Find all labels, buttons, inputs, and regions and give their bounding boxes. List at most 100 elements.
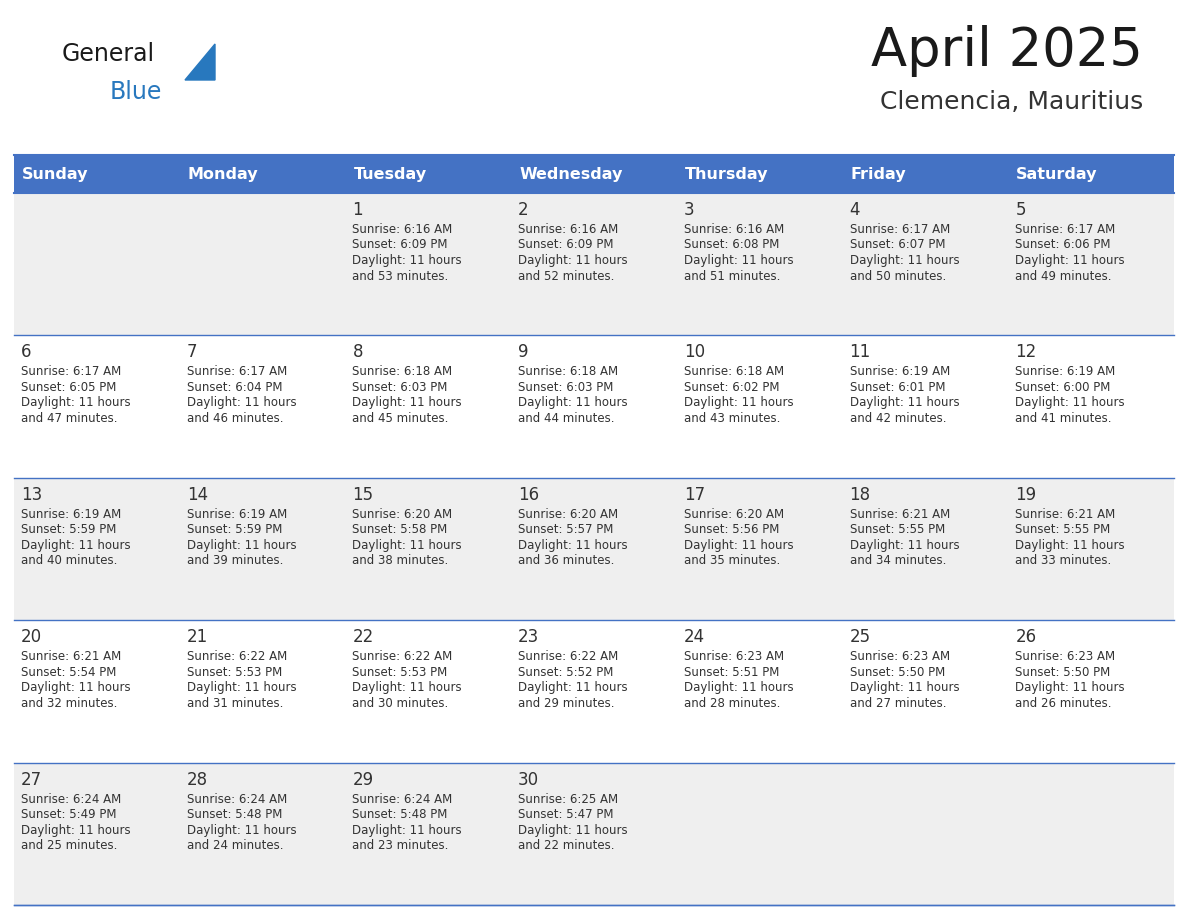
Text: Daylight: 11 hours: Daylight: 11 hours [1016, 539, 1125, 552]
Text: 19: 19 [1016, 486, 1036, 504]
Text: 7: 7 [187, 343, 197, 362]
Text: Sunset: 5:57 PM: Sunset: 5:57 PM [518, 523, 613, 536]
Text: Sunrise: 6:20 AM: Sunrise: 6:20 AM [684, 508, 784, 521]
Text: and 22 minutes.: and 22 minutes. [518, 839, 614, 852]
Text: 23: 23 [518, 628, 539, 646]
Text: Daylight: 11 hours: Daylight: 11 hours [21, 539, 131, 552]
Text: Sunset: 6:08 PM: Sunset: 6:08 PM [684, 239, 779, 252]
Text: Sunrise: 6:17 AM: Sunrise: 6:17 AM [21, 365, 121, 378]
Bar [14, 193, 1174, 335]
Text: Sunset: 6:05 PM: Sunset: 6:05 PM [21, 381, 116, 394]
Text: 14: 14 [187, 486, 208, 504]
Text: Sunset: 5:53 PM: Sunset: 5:53 PM [353, 666, 448, 678]
Text: 21: 21 [187, 628, 208, 646]
Text: and 50 minutes.: and 50 minutes. [849, 270, 946, 283]
Bar [1009, 155, 1174, 193]
Text: Blue: Blue [110, 80, 163, 104]
Text: Sunrise: 6:20 AM: Sunrise: 6:20 AM [518, 508, 618, 521]
Text: 16: 16 [518, 486, 539, 504]
Text: Daylight: 11 hours: Daylight: 11 hours [21, 681, 131, 694]
Text: Sunrise: 6:23 AM: Sunrise: 6:23 AM [1016, 650, 1116, 663]
Text: Sunrise: 6:23 AM: Sunrise: 6:23 AM [684, 650, 784, 663]
Text: Sunset: 6:02 PM: Sunset: 6:02 PM [684, 381, 779, 394]
Text: 22: 22 [353, 628, 374, 646]
Text: Sunset: 5:59 PM: Sunset: 5:59 PM [187, 523, 282, 536]
Text: Daylight: 11 hours: Daylight: 11 hours [353, 539, 462, 552]
Text: and 38 minutes.: and 38 minutes. [353, 554, 449, 567]
Text: Sunrise: 6:18 AM: Sunrise: 6:18 AM [684, 365, 784, 378]
Text: Daylight: 11 hours: Daylight: 11 hours [684, 681, 794, 694]
Text: and 36 minutes.: and 36 minutes. [518, 554, 614, 567]
Text: 3: 3 [684, 201, 695, 219]
Text: Daylight: 11 hours: Daylight: 11 hours [684, 539, 794, 552]
Text: Sunset: 5:58 PM: Sunset: 5:58 PM [353, 523, 448, 536]
Text: 25: 25 [849, 628, 871, 646]
Text: Sunrise: 6:17 AM: Sunrise: 6:17 AM [849, 223, 950, 236]
Text: and 42 minutes.: and 42 minutes. [849, 412, 946, 425]
Text: 29: 29 [353, 770, 373, 789]
Text: Daylight: 11 hours: Daylight: 11 hours [518, 397, 627, 409]
Text: Sunrise: 6:19 AM: Sunrise: 6:19 AM [21, 508, 121, 521]
Text: Daylight: 11 hours: Daylight: 11 hours [518, 823, 627, 836]
Text: and 29 minutes.: and 29 minutes. [518, 697, 614, 710]
Bar [14, 763, 1174, 905]
Text: Daylight: 11 hours: Daylight: 11 hours [1016, 254, 1125, 267]
Text: 6: 6 [21, 343, 32, 362]
Text: Daylight: 11 hours: Daylight: 11 hours [849, 254, 959, 267]
Text: Clemencia, Mauritius: Clemencia, Mauritius [880, 90, 1143, 114]
Text: Tuesday: Tuesday [353, 166, 426, 182]
Text: Sunset: 6:04 PM: Sunset: 6:04 PM [187, 381, 283, 394]
Text: 4: 4 [849, 201, 860, 219]
Text: Daylight: 11 hours: Daylight: 11 hours [187, 397, 296, 409]
Text: 30: 30 [518, 770, 539, 789]
Text: and 31 minutes.: and 31 minutes. [187, 697, 283, 710]
Text: and 25 minutes.: and 25 minutes. [21, 839, 118, 852]
Text: Sunset: 6:09 PM: Sunset: 6:09 PM [518, 239, 614, 252]
Text: 27: 27 [21, 770, 42, 789]
Bar [14, 621, 1174, 763]
Text: 12: 12 [1016, 343, 1037, 362]
Text: Sunrise: 6:24 AM: Sunrise: 6:24 AM [21, 792, 121, 806]
Text: and 33 minutes.: and 33 minutes. [1016, 554, 1112, 567]
Text: Daylight: 11 hours: Daylight: 11 hours [849, 397, 959, 409]
Text: Sunrise: 6:19 AM: Sunrise: 6:19 AM [1016, 365, 1116, 378]
Text: and 39 minutes.: and 39 minutes. [187, 554, 283, 567]
Bar [511, 155, 677, 193]
Text: and 24 minutes.: and 24 minutes. [187, 839, 283, 852]
Text: Sunday: Sunday [23, 166, 88, 182]
Bar [677, 155, 842, 193]
Text: 10: 10 [684, 343, 704, 362]
Bar [14, 335, 1174, 477]
Text: Sunset: 6:09 PM: Sunset: 6:09 PM [353, 239, 448, 252]
Bar [842, 155, 1009, 193]
Text: Daylight: 11 hours: Daylight: 11 hours [684, 254, 794, 267]
Text: and 49 minutes.: and 49 minutes. [1016, 270, 1112, 283]
Text: 15: 15 [353, 486, 373, 504]
Text: Sunset: 5:50 PM: Sunset: 5:50 PM [1016, 666, 1111, 678]
Text: 1: 1 [353, 201, 364, 219]
Text: Sunrise: 6:17 AM: Sunrise: 6:17 AM [1016, 223, 1116, 236]
Text: Sunset: 5:48 PM: Sunset: 5:48 PM [187, 808, 282, 821]
Text: Daylight: 11 hours: Daylight: 11 hours [518, 254, 627, 267]
Bar [14, 155, 179, 193]
Text: Daylight: 11 hours: Daylight: 11 hours [849, 539, 959, 552]
Text: and 26 minutes.: and 26 minutes. [1016, 697, 1112, 710]
Text: Sunset: 5:59 PM: Sunset: 5:59 PM [21, 523, 116, 536]
Text: Sunset: 6:00 PM: Sunset: 6:00 PM [1016, 381, 1111, 394]
Text: Daylight: 11 hours: Daylight: 11 hours [684, 397, 794, 409]
Bar [179, 155, 346, 193]
Text: Sunrise: 6:22 AM: Sunrise: 6:22 AM [353, 650, 453, 663]
Text: April 2025: April 2025 [871, 25, 1143, 77]
Text: Sunrise: 6:19 AM: Sunrise: 6:19 AM [187, 508, 287, 521]
Polygon shape [185, 44, 215, 80]
Text: 20: 20 [21, 628, 42, 646]
Text: Sunset: 6:06 PM: Sunset: 6:06 PM [1016, 239, 1111, 252]
Text: Sunset: 5:55 PM: Sunset: 5:55 PM [1016, 523, 1111, 536]
Text: Sunrise: 6:16 AM: Sunrise: 6:16 AM [518, 223, 619, 236]
Text: Daylight: 11 hours: Daylight: 11 hours [849, 681, 959, 694]
Text: Sunrise: 6:16 AM: Sunrise: 6:16 AM [684, 223, 784, 236]
Text: Sunrise: 6:23 AM: Sunrise: 6:23 AM [849, 650, 949, 663]
Text: Sunset: 6:03 PM: Sunset: 6:03 PM [353, 381, 448, 394]
Text: Sunset: 5:52 PM: Sunset: 5:52 PM [518, 666, 613, 678]
Text: General: General [62, 42, 156, 66]
